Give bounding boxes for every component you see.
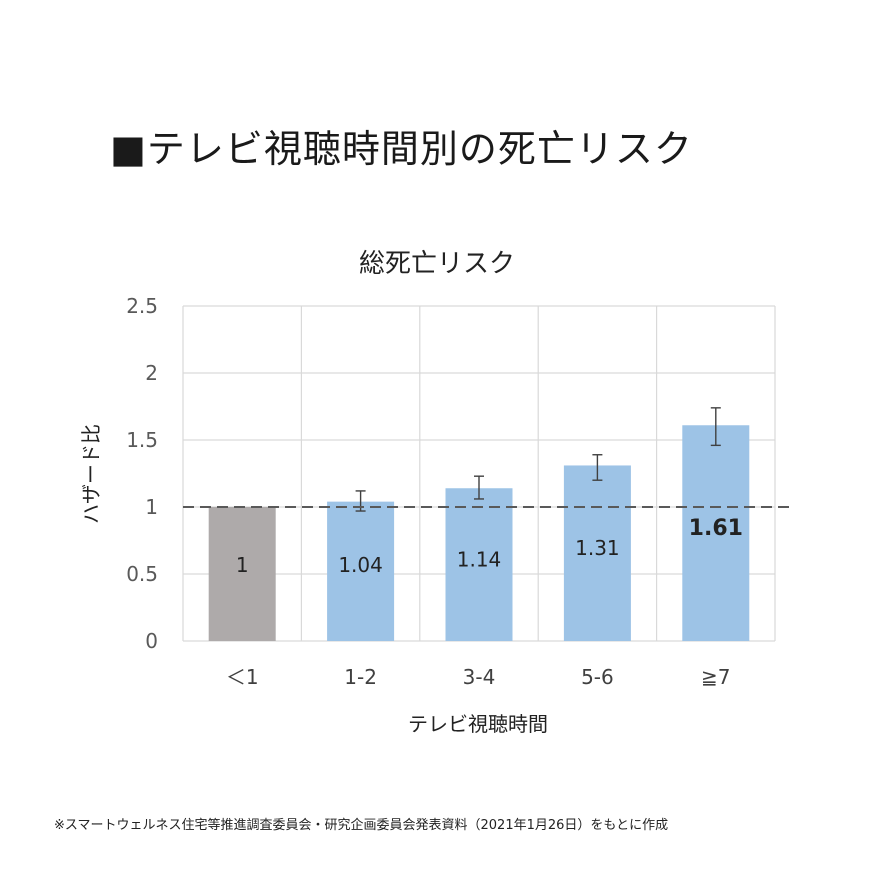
data-label: 1.61 (689, 516, 743, 541)
y-tick-label: 2 (145, 361, 158, 385)
x-tick-label: 1-2 (344, 665, 377, 689)
y-tick-label: 1.5 (126, 428, 158, 452)
y-axis-label: ハザード比 (79, 424, 103, 524)
x-tick-label: 5-6 (581, 665, 614, 689)
y-tick-label: 0 (145, 629, 158, 653)
y-tick-label: 0.5 (126, 562, 158, 586)
y-tick-label: 1 (145, 495, 158, 519)
data-label: 1.31 (575, 536, 620, 560)
bar (327, 501, 395, 641)
bar (563, 465, 631, 641)
data-label: 1.14 (457, 548, 502, 572)
footnote-source: ※スマートウェルネス住宅等推進調査委員会・研究企画委員会発表資料（2021年1月… (54, 818, 669, 833)
chart-title: 総死亡リスク (359, 249, 515, 279)
y-tick-label: 2.5 (126, 294, 158, 318)
x-tick-label: 3-4 (463, 665, 496, 689)
x-axis-ticks: ＜1 1-2 3-4 5-6 ≧7 (226, 665, 731, 689)
y-axis-ticks: 0 0.5 1 1.5 2 2.5 (126, 294, 158, 653)
page-heading: ■テレビ視聴時間別の死亡リスク (110, 127, 693, 171)
x-tick-label: ＜1 (226, 665, 259, 689)
bars (208, 425, 750, 641)
bar (208, 507, 276, 641)
data-label: 1.04 (338, 553, 383, 577)
hazard-ratio-chart: 総死亡リスク 0 0.5 1 1.5 2 2.5 1 1.04 1.14 1.31 1.61 ＜1… (79, 249, 793, 736)
data-label: 1 (236, 553, 249, 577)
value-labels: 1 1.04 1.14 1.31 1.61 (236, 516, 743, 577)
bar (445, 488, 513, 641)
x-tick-label: ≧7 (701, 665, 730, 689)
x-axis-label: テレビ視聴時間 (408, 712, 548, 736)
bar (682, 425, 750, 641)
